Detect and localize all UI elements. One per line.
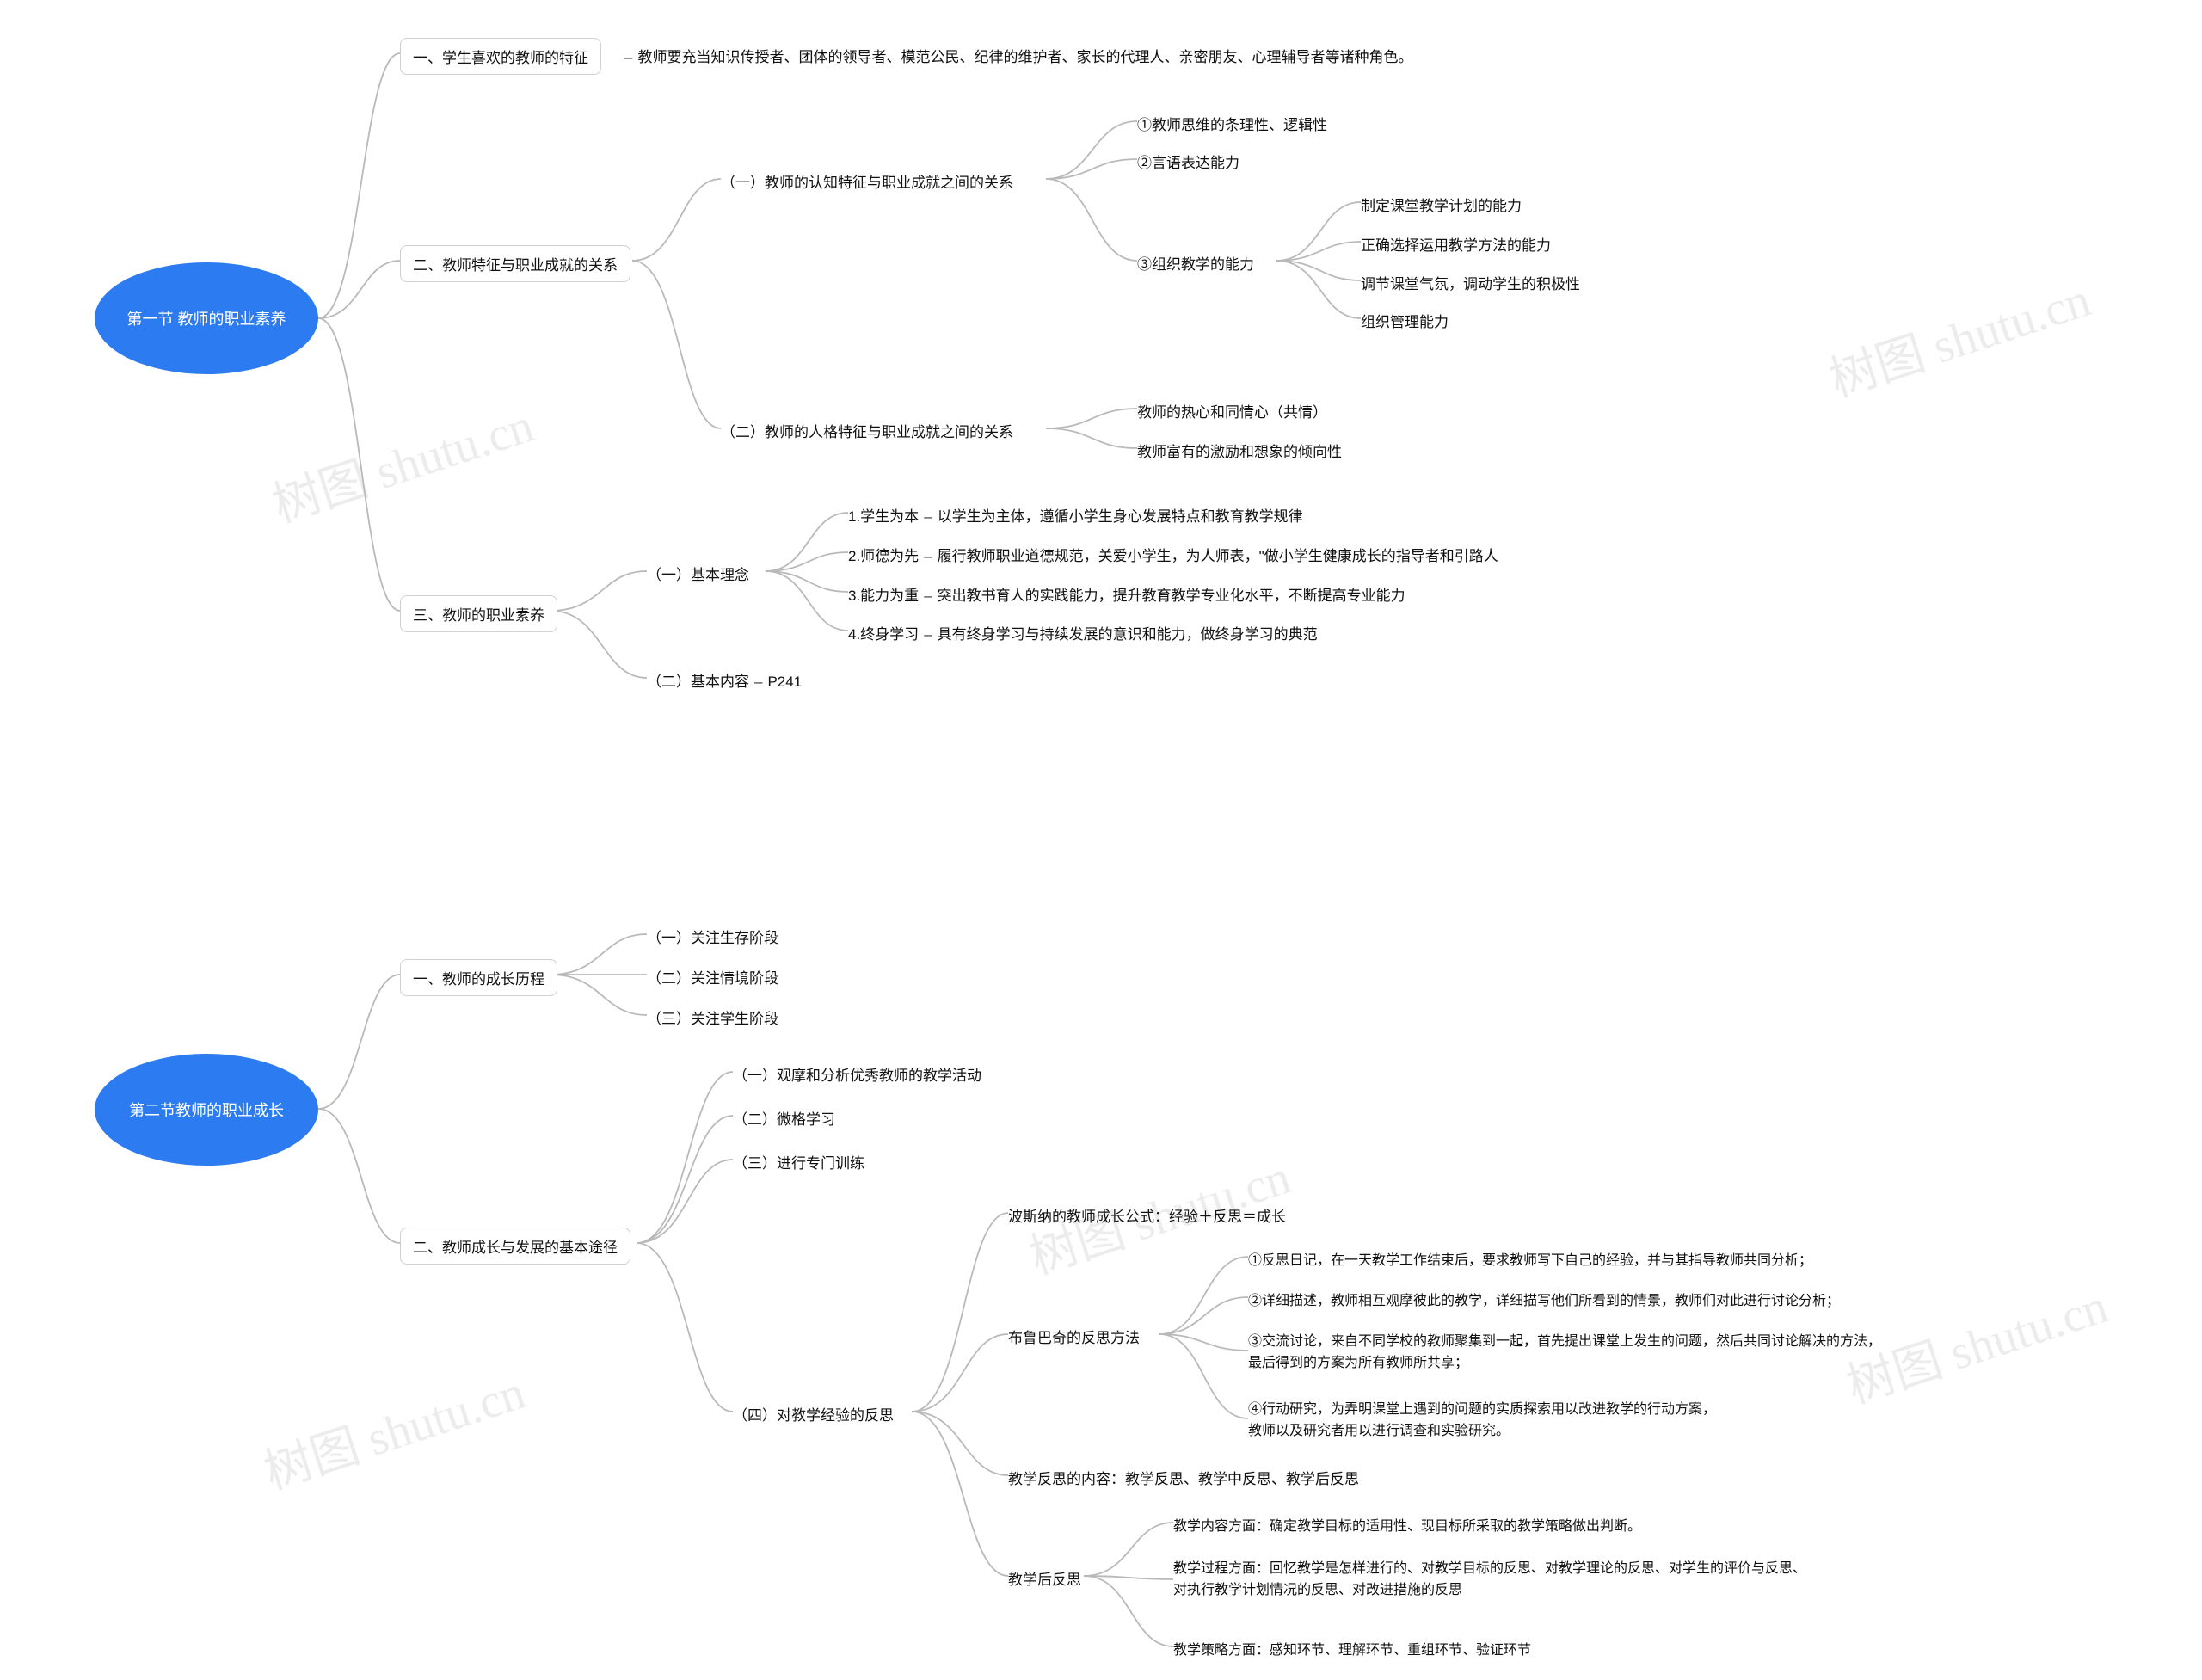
leaf2-p4-a: 波斯纳的教师成长公式：经验＋反思＝成长 [1008,1204,1286,1226]
leaf2-p4-c: 教学反思的内容：教学反思、教学中反思、教学后反思 [1008,1467,1359,1488]
leaf-b3-s1-p3: 3.能力为重–突出教书育人的实践能力，提升教育教学专业化水平，不断提高专业能力 [848,583,1405,605]
leaf-b2-s2-p2: 教师富有的激励和想象的倾向性 [1137,440,1342,461]
leaf-b2-s1-p3-c2: 正确选择运用教学方法的能力 [1361,233,1551,255]
leaf-b2-s1-p3-c3: 调节课堂气氛，调动学生的积极性 [1361,272,1580,293]
node-label: 二、教师特征与职业成就的关系 [413,257,618,274]
leaf2-p4-b-c3: ③交流讨论，来自不同学校的教师聚集到一起，首先提出课堂上发生的问题，然后共同讨论… [1248,1332,2160,1375]
leaf-b2-s1-p1: ①教师思维的条理性、逻辑性 [1137,113,1327,134]
watermark: 树图 shutu.cn [1819,261,2098,410]
mindmap2-root[interactable]: 第二节教师的职业成长 [95,1054,318,1166]
leaf-b2-s1-p3-c4: 组织管理能力 [1361,310,1449,331]
node-label: 一、学生喜欢的教师的特征 [413,50,588,66]
leaf-b3-s1-p4: 4.终身学习–具有终身学习与持续发展的意识和能力，做终身学习的典范 [848,622,1318,643]
leaf2-p4-b-c4: ④行动研究，为弄明课堂上遇到的问题的实质探索用以改进教学的行动方案，教师以及研究… [1248,1400,2108,1443]
leaf-b3-s1-p2: 2.师德为先–履行教师职业道德规范，关爱小学生，为人师表，"做小学生健康成长的指… [848,544,1498,565]
leaf2-p4-d-c2: 教学过程方面：回忆教学是怎样进行的、对教学目标的反思、对教学理论的反思、对学生的… [1173,1559,2137,1602]
leaf2-p4-d-c1: 教学内容方面：确定教学目标的适用性、现目标所采取的教学策略做出判断。 [1173,1514,1641,1535]
leaf-b3-s1: （一）基本理念 [647,563,749,584]
leaf2-p4-d-c3: 教学策略方面：感知环节、理解环节、重组环节、验证环节 [1173,1638,1531,1658]
node-b3[interactable]: 三、教师的职业素养 [400,595,557,632]
leaf2-b2-p2: （二）微格学习 [733,1107,835,1129]
node-b1[interactable]: 一、学生喜欢的教师的特征 [400,38,601,75]
leaf-b1-detail: –教师要充当知识传授者、团体的领导者、模范公民、纪律的维护者、家长的代理人、亲密… [619,45,1412,66]
leaf-b2-s1-p3: ③组织教学的能力 [1137,252,1254,274]
leaf2-b1-p2: （二）关注情境阶段 [647,966,778,988]
leaf2-b1-p1: （一）关注生存阶段 [647,926,778,947]
node-label: 一、教师的成长历程 [413,971,544,988]
leaf-b3-s1-p1: 1.学生为本–以学生为主体，遵循小学生身心发展特点和教育教学规律 [848,504,1303,526]
node-label: 二、教师成长与发展的基本途径 [413,1240,618,1256]
leaf2-p4-b: 布鲁巴奇的反思方法 [1008,1326,1140,1347]
leaf2-b2-p1: （一）观摩和分析优秀教师的教学活动 [733,1063,981,1085]
leaf2-b2-p4: （四）对教学经验的反思 [733,1403,894,1425]
leaf-b2-s1-p2: ②言语表达能力 [1137,151,1239,172]
leaf2-b1-p3: （三）关注学生阶段 [647,1006,778,1028]
leaf2-p4-d: 教学后反思 [1008,1567,1081,1589]
watermark: 树图 shutu.cn [254,1353,532,1503]
watermark: 树图 shutu.cn [262,386,541,536]
leaf2-p4-b-c2: ②详细描述，教师相互观摩彼此的教学，详细描写他们所看到的情景，教师们对此进行讨论… [1248,1289,1840,1309]
leaf-b3-s2: （二）基本内容–P241 [647,669,802,691]
leaf2-b2-p3: （三）进行专门训练 [733,1151,864,1172]
root-label: 第一节 教师的职业素养 [127,307,286,329]
leaf2-p4-b-c1: ①反思日记，在一天教学工作结束后，要求教师写下自己的经验，并与其指导教师共同分析… [1248,1248,1812,1269]
node-label: 三、教师的职业素养 [413,607,544,624]
node2-b1[interactable]: 一、教师的成长历程 [400,959,557,996]
mindmap1-root[interactable]: 第一节 教师的职业素养 [95,262,318,374]
node2-b2[interactable]: 二、教师成长与发展的基本途径 [400,1228,630,1265]
node-b2[interactable]: 二、教师特征与职业成就的关系 [400,245,630,282]
leaf-b2-s1-p3-c1: 制定课堂教学计划的能力 [1361,194,1522,215]
leaf-b2-s2-p1: 教师的热心和同情心（共情） [1137,400,1327,422]
root-label: 第二节教师的职业成长 [129,1098,284,1121]
leaf-b2-s1: （一）教师的认知特征与职业成就之间的关系 [721,170,1013,192]
leaf-b2-s2: （二）教师的人格特征与职业成就之间的关系 [721,420,1013,441]
